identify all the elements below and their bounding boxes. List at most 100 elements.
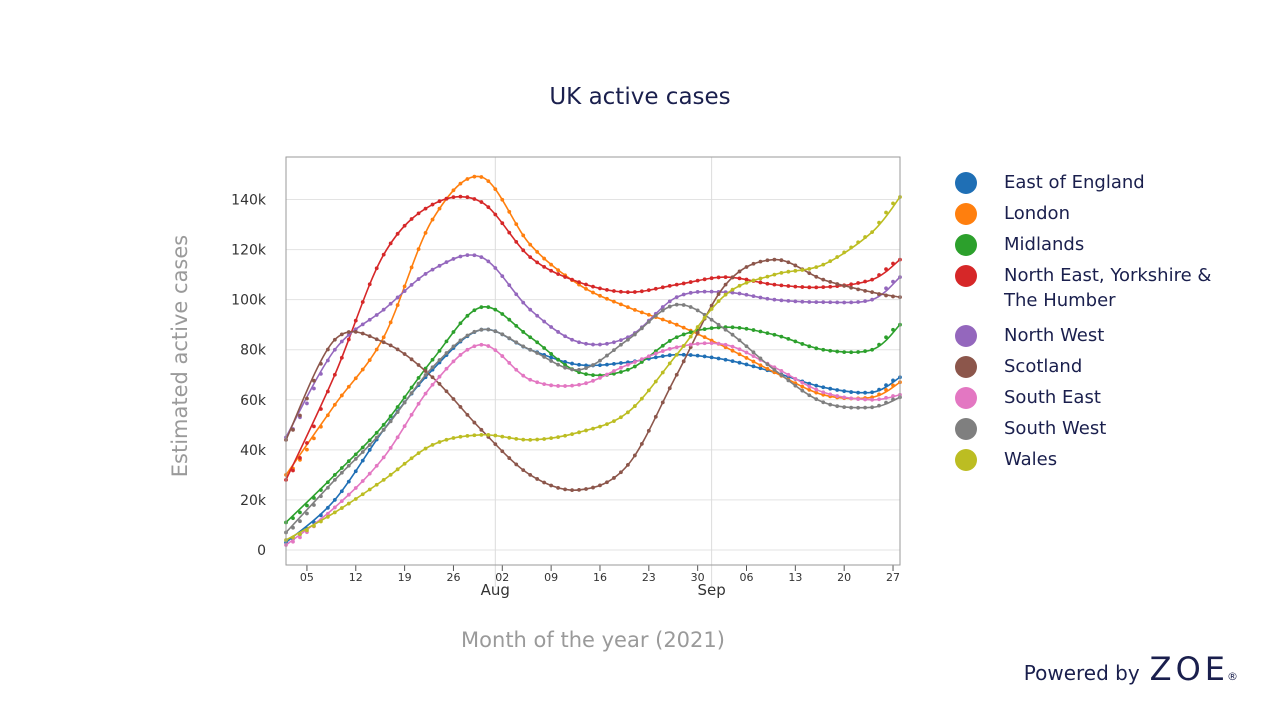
- data-point: [709, 326, 714, 331]
- data-point: [374, 430, 379, 435]
- data-point: [863, 349, 868, 354]
- legend-swatch: [955, 418, 977, 440]
- data-point: [486, 327, 491, 332]
- data-point: [605, 353, 609, 358]
- data-point: [339, 393, 344, 398]
- data-point: [870, 405, 874, 410]
- data-point: [542, 382, 547, 387]
- legend-item-scotland: Scotland: [955, 354, 1234, 379]
- data-point: [632, 364, 637, 369]
- data-point: [325, 389, 330, 394]
- data-point: [772, 367, 777, 372]
- data-point: [856, 350, 861, 354]
- data-point: [367, 471, 372, 476]
- data-point: [591, 290, 595, 295]
- data-point: [493, 442, 498, 447]
- data-point: [416, 363, 421, 367]
- data-point: [891, 294, 895, 299]
- data-point: [514, 292, 519, 297]
- data-point: [465, 253, 470, 258]
- data-point: [472, 308, 477, 313]
- data-point: [556, 268, 561, 273]
- data-point: [632, 360, 637, 364]
- data-point: [318, 513, 323, 518]
- data-point: [409, 391, 414, 395]
- data-point: [619, 302, 623, 307]
- data-point: [346, 384, 351, 389]
- data-point: [332, 372, 337, 377]
- data-point: [877, 403, 881, 408]
- data-point: [591, 373, 595, 378]
- data-point: [570, 432, 574, 437]
- data-point: [870, 290, 874, 295]
- data-point: [437, 382, 442, 386]
- data-point: [793, 383, 798, 388]
- data-point: [521, 330, 526, 334]
- data-point: [716, 322, 721, 327]
- series-wales: [284, 195, 902, 542]
- data-point: [891, 261, 895, 266]
- data-point: [891, 279, 895, 284]
- data-point: [291, 516, 295, 521]
- data-point: [353, 497, 358, 501]
- data-point: [472, 433, 477, 438]
- data-point: [584, 428, 588, 433]
- data-point: [870, 277, 874, 282]
- data-point: [339, 339, 344, 344]
- data-point: [312, 436, 316, 441]
- data-point: [381, 455, 386, 460]
- data-point: [856, 287, 861, 292]
- data-point: [646, 388, 651, 393]
- data-point: [814, 387, 819, 392]
- data-point: [612, 289, 616, 293]
- data-point: [542, 355, 547, 359]
- data-point: [451, 436, 456, 440]
- data-point: [353, 376, 358, 381]
- data-point: [660, 370, 665, 375]
- data-point: [584, 363, 588, 368]
- axis-layer: 0 20k 40k 60k 80k 100k 120k 140k 05 12 19 26 02 09 16 2…: [231, 156, 901, 599]
- data-point: [291, 525, 295, 530]
- data-point: [312, 524, 316, 528]
- data-point: [535, 380, 540, 385]
- data-point: [619, 370, 623, 374]
- data-point: [367, 282, 372, 287]
- data-point: [549, 383, 554, 388]
- data-point: [723, 292, 728, 297]
- data-point: [430, 267, 435, 272]
- powered-by-footer: Powered by ZOE ®: [1024, 650, 1238, 688]
- data-point: [591, 284, 595, 289]
- data-point: [814, 346, 819, 351]
- data-point: [353, 469, 358, 474]
- data-point: [688, 353, 693, 357]
- data-point: [625, 462, 630, 467]
- data-point: [653, 355, 658, 360]
- data-point: [674, 282, 679, 287]
- data-point: [409, 282, 414, 287]
- data-point: [346, 463, 351, 468]
- data-point: [772, 297, 777, 302]
- data-point: [765, 258, 770, 263]
- data-point: [744, 326, 749, 331]
- legend-item-wales: Wales: [955, 447, 1234, 472]
- data-point: [709, 307, 714, 311]
- data-point: [744, 265, 749, 269]
- data-point: [577, 430, 581, 435]
- data-point: [305, 503, 309, 508]
- data-point: [381, 477, 386, 482]
- data-point: [884, 395, 888, 400]
- data-point: [472, 329, 477, 334]
- data-point: [458, 254, 463, 259]
- data-point: [318, 519, 323, 524]
- data-point: [472, 197, 477, 201]
- data-point: [674, 335, 679, 340]
- data-point: [570, 277, 574, 282]
- data-point: [353, 457, 358, 461]
- data-point: [444, 437, 449, 442]
- data-point: [500, 434, 505, 439]
- data-point: [500, 449, 505, 454]
- data-point: [807, 344, 812, 349]
- data-point: [744, 362, 749, 367]
- data-point: [612, 419, 616, 424]
- data-point: [570, 488, 574, 493]
